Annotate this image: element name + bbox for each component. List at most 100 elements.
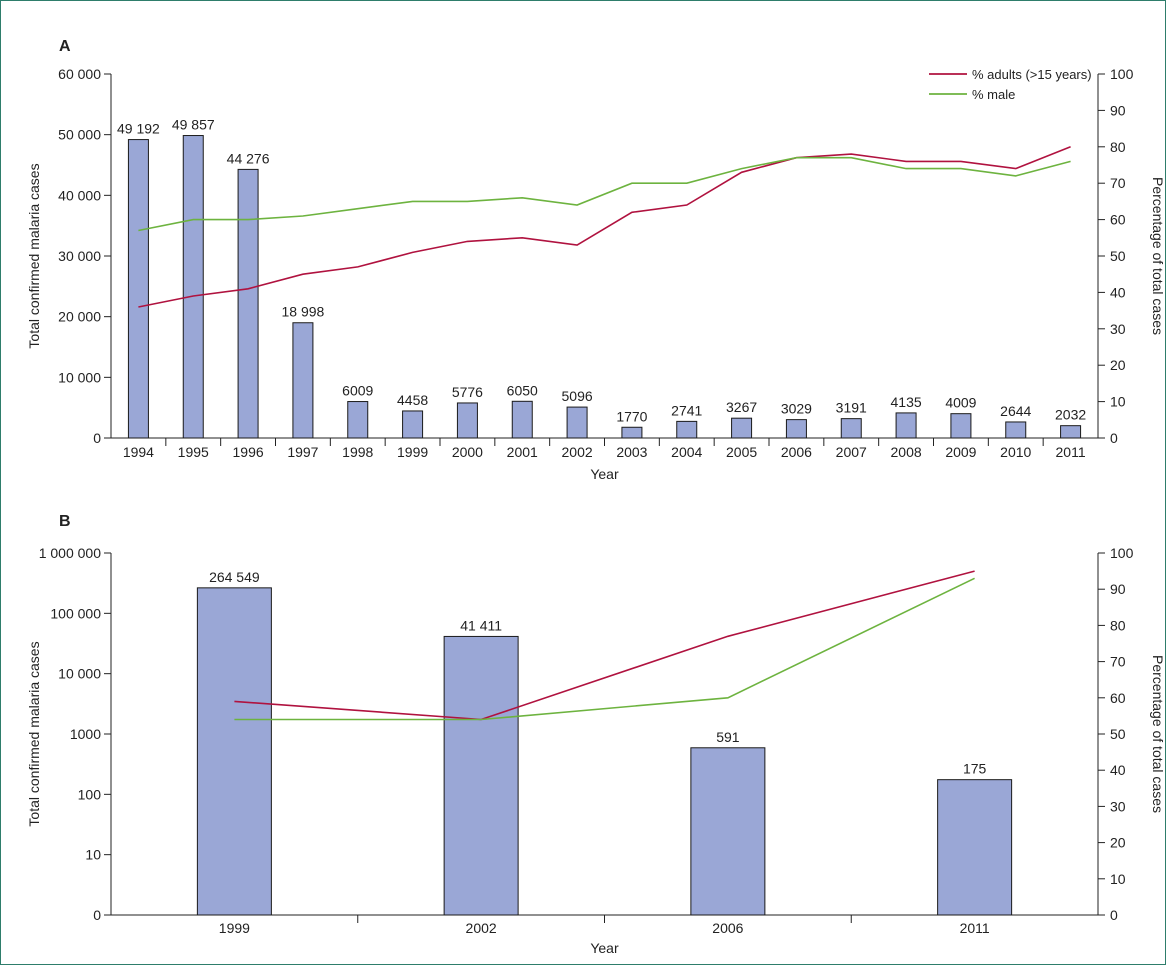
y-tick-label-right: 0 xyxy=(1110,430,1118,446)
bar-value-label: 2032 xyxy=(1055,407,1086,423)
bar xyxy=(676,420,698,439)
panel-a-chart: A 0 10 000 20 000 30 000 40 000 50 000 60 000 0… xyxy=(26,38,1166,482)
y-tick-label-right: 40 xyxy=(1110,762,1126,778)
bar-value-label: 18 998 xyxy=(282,304,325,320)
bar xyxy=(895,412,917,439)
bar-value-label: 591 xyxy=(716,729,740,745)
x-tick-label: 2008 xyxy=(891,444,922,460)
bar xyxy=(840,418,862,439)
y-tick-label-right: 70 xyxy=(1110,175,1126,191)
bar-value-label: 2741 xyxy=(671,402,702,418)
series-line-1 xyxy=(234,577,975,721)
y-tick-label-right: 80 xyxy=(1110,139,1126,155)
x-tick-label: 2006 xyxy=(712,920,743,936)
x-tick-label: 2005 xyxy=(726,444,757,460)
y-tick-label-left: 20 000 xyxy=(58,309,101,325)
y-tick-label-left: 0 xyxy=(93,430,101,446)
bar-value-label: 6009 xyxy=(342,383,373,399)
bar xyxy=(443,635,519,916)
bar xyxy=(196,587,272,916)
bar xyxy=(785,419,807,439)
series-line-0 xyxy=(234,570,975,721)
bar-value-label: 264 549 xyxy=(209,569,260,585)
x-tick-label: 2003 xyxy=(616,444,647,460)
bar xyxy=(237,168,259,439)
y-tick-label-left: 10 000 xyxy=(58,369,101,385)
y-tick-label-right: 70 xyxy=(1110,654,1126,670)
y-tick-label-left: 10 000 xyxy=(58,666,101,682)
bar xyxy=(1060,425,1082,439)
legend-label-0: % adults (>15 years) xyxy=(972,67,1092,82)
y-tick-label-left: 100 000 xyxy=(50,605,101,621)
x-tick-label: 1999 xyxy=(397,444,428,460)
bar-value-label: 6050 xyxy=(507,382,538,398)
bar xyxy=(950,413,972,439)
y-tick-label-right: 80 xyxy=(1110,617,1126,633)
x-tick-label: 2004 xyxy=(671,444,702,460)
series-line-1 xyxy=(138,156,1071,232)
panel-a-letter: A xyxy=(59,38,71,55)
x-tick-label: 2011 xyxy=(960,920,990,936)
bar-value-label: 3191 xyxy=(836,400,867,416)
y-tick-label-right: 30 xyxy=(1110,798,1126,814)
bar-value-label: 4458 xyxy=(397,392,428,408)
y-tick-label-left: 50 000 xyxy=(58,127,101,143)
y-tick-label-right: 60 xyxy=(1110,690,1126,706)
y-tick-label-left: 1 000 000 xyxy=(39,545,101,561)
y-tick-label-left: 100 xyxy=(78,786,102,802)
y-tick-label-left: 60 000 xyxy=(58,66,101,82)
bar xyxy=(621,426,643,439)
y-tick-label-left: 30 000 xyxy=(58,248,101,264)
y-tick-label-right: 40 xyxy=(1110,284,1126,300)
bar xyxy=(292,322,314,439)
x-tick-label: 1999 xyxy=(219,920,250,936)
x-tick-label: 1998 xyxy=(342,444,373,460)
y-tick-label-right: 100 xyxy=(1110,66,1134,82)
bar xyxy=(511,400,533,439)
bar xyxy=(347,401,369,439)
y-tick-label-right: 90 xyxy=(1110,102,1126,118)
bar xyxy=(402,410,424,439)
legend-label-1: % male xyxy=(972,87,1015,102)
bar-value-label: 5096 xyxy=(562,388,593,404)
bar-value-label: 49 857 xyxy=(172,117,215,133)
y-tick-label-right: 10 xyxy=(1110,871,1126,887)
y-tick-label-left: 10 xyxy=(85,847,101,863)
y-tick-label-right: 50 xyxy=(1110,248,1126,264)
bar xyxy=(731,417,753,439)
x-axis-title: Year xyxy=(590,940,619,956)
y-tick-label-left: 0 xyxy=(93,907,101,923)
y-tick-label-right: 90 xyxy=(1110,581,1126,597)
y-axis-title-right: Percentage of total cases xyxy=(1150,177,1166,335)
y-tick-label-left: 1000 xyxy=(70,726,101,742)
x-tick-label: 1997 xyxy=(287,444,318,460)
bar xyxy=(937,779,1013,916)
x-tick-label: 2002 xyxy=(466,920,497,936)
bar xyxy=(1005,421,1027,439)
x-tick-label: 1995 xyxy=(178,444,209,460)
x-tick-label: 2002 xyxy=(562,444,593,460)
y-axis-title-right: Percentage of total cases xyxy=(1150,655,1166,813)
y-axis-title-left: Total confirmed malaria cases xyxy=(26,163,42,348)
bar-value-label: 175 xyxy=(963,761,987,777)
bar xyxy=(182,135,204,439)
bar-value-label: 4009 xyxy=(945,395,976,411)
panel-b-letter: B xyxy=(59,513,71,530)
bar xyxy=(566,406,588,439)
bar-value-label: 5776 xyxy=(452,384,483,400)
x-tick-label: 2011 xyxy=(1056,444,1086,460)
x-tick-label: 1996 xyxy=(233,444,264,460)
bar-value-label: 4135 xyxy=(891,394,922,410)
y-tick-label-right: 50 xyxy=(1110,726,1126,742)
y-tick-label-right: 20 xyxy=(1110,357,1126,373)
x-axis-title: Year xyxy=(590,466,619,482)
bar-value-label: 41 411 xyxy=(460,617,502,633)
x-tick-label: 2010 xyxy=(1000,444,1031,460)
bar-value-label: 3267 xyxy=(726,399,757,415)
y-tick-label-right: 60 xyxy=(1110,212,1126,228)
bar xyxy=(127,139,149,439)
y-axis-title-left: Total confirmed malaria cases xyxy=(26,641,42,826)
bar-value-label: 3029 xyxy=(781,401,812,417)
